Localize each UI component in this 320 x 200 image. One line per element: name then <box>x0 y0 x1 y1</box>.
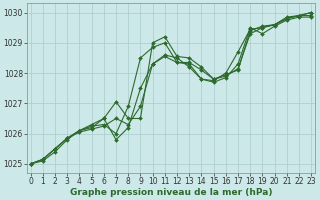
X-axis label: Graphe pression niveau de la mer (hPa): Graphe pression niveau de la mer (hPa) <box>70 188 272 197</box>
